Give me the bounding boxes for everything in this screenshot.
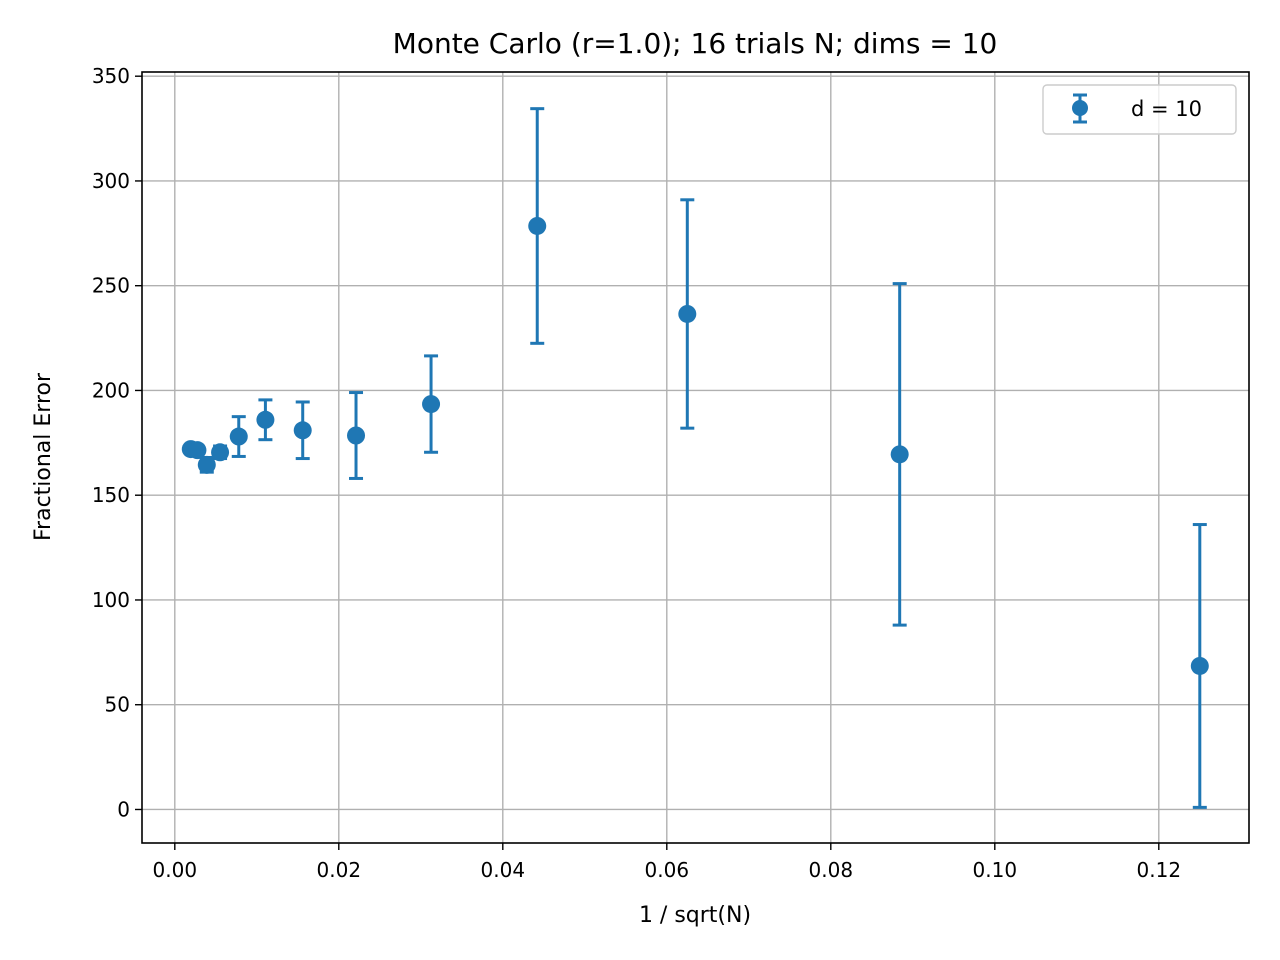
- y-tick-label: 0: [117, 797, 130, 821]
- y-tick-label: 300: [92, 169, 130, 193]
- error-bars: [183, 107, 1207, 809]
- axis-ticks: 0.00 0.02 0.04 0.06 0.08 0.10 0.12 0 50 100 150 200…: [92, 64, 1181, 882]
- y-tick-label: 150: [92, 483, 130, 507]
- data-point: [678, 304, 697, 323]
- y-tick-label: 350: [92, 64, 130, 88]
- y-tick-label: 100: [92, 588, 130, 612]
- chart-title: Monte Carlo (r=1.0); 16 trials N; dims =…: [393, 27, 998, 60]
- x-tick-label: 0.04: [481, 858, 526, 882]
- y-tick-label: 50: [105, 693, 130, 717]
- data-point: [229, 427, 248, 446]
- legend-box: [1042, 84, 1237, 135]
- data-point: [890, 445, 909, 464]
- y-tick-label: 250: [92, 274, 130, 298]
- plot-frame: [141, 71, 1250, 844]
- grid: [142, 72, 1249, 843]
- y-axis-label: Fractional Error: [31, 372, 56, 541]
- data-point: [293, 421, 312, 440]
- legend-marker-icon: [1072, 100, 1088, 116]
- data-point: [422, 395, 441, 414]
- legend-label: d = 10: [1131, 97, 1202, 121]
- x-tick-label: 0.00: [153, 858, 198, 882]
- data-point: [211, 443, 230, 462]
- data-point: [188, 441, 207, 460]
- data-point: [256, 410, 275, 429]
- x-tick-label: 0.02: [317, 858, 362, 882]
- data-point: [528, 216, 547, 235]
- x-tick-label: 0.06: [645, 858, 690, 882]
- data-point: [1190, 656, 1209, 675]
- x-tick-label: 0.10: [973, 858, 1018, 882]
- x-tick-label: 0.08: [809, 858, 854, 882]
- y-tick-label: 200: [92, 378, 130, 402]
- data-point: [197, 455, 216, 474]
- x-axis-label: 1 / sqrt(N): [639, 903, 751, 928]
- data-points: [181, 216, 1209, 675]
- data-point: [347, 426, 366, 445]
- legend: d = 10: [1042, 84, 1237, 135]
- x-tick-label: 0.12: [1137, 858, 1182, 882]
